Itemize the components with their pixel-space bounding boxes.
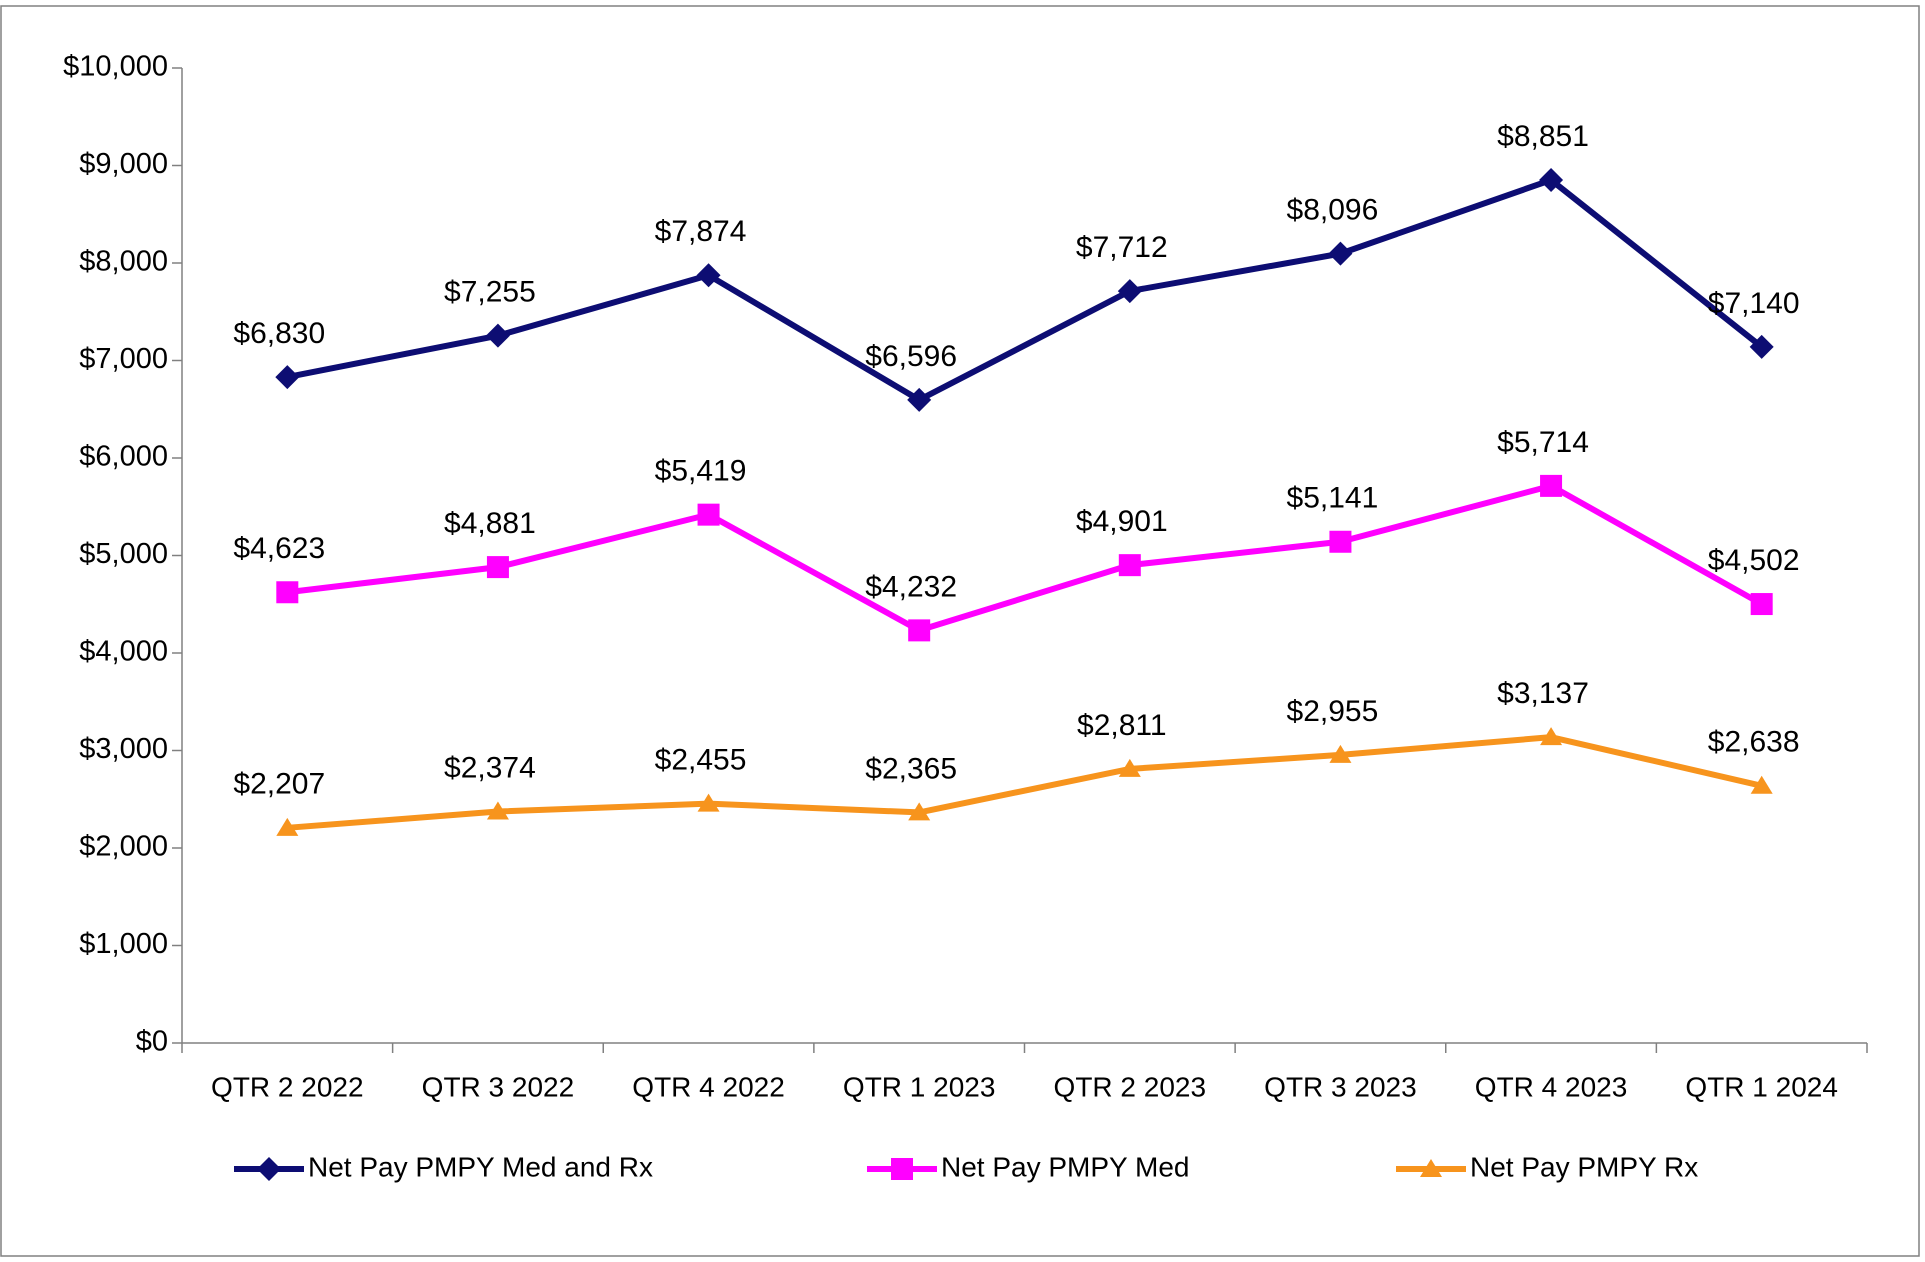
y-tick-label: $2,000 [79,831,168,863]
x-tick-label: QTR 1 2023 [843,1071,996,1102]
data-label: $2,365 [865,752,957,785]
data-label: $4,901 [1076,505,1168,538]
legend-label: Net Pay PMPY Med [941,1151,1189,1182]
chart-frame [0,5,1920,1257]
data-point [276,817,299,836]
y-tick-label: $8,000 [79,246,168,278]
data-point [1539,168,1564,193]
y-tick-label: $6,000 [79,441,168,473]
data-point [1118,554,1141,577]
x-tick-label: QTR 4 2022 [632,1071,785,1102]
y-tick-label: $1,000 [79,928,168,960]
data-label: $5,714 [1497,426,1589,459]
data-label: $2,207 [233,768,325,801]
data-point [1328,241,1353,266]
data-label: $7,712 [1076,231,1168,264]
data-label: $5,141 [1287,482,1379,515]
legend-marker [1420,1159,1442,1177]
data-label: $2,638 [1708,726,1800,759]
data-point [1749,334,1774,359]
data-label: $8,096 [1287,194,1379,227]
data-point [1750,593,1773,616]
data-point [1540,727,1563,746]
y-tick-label: $5,000 [79,538,168,570]
data-label: $4,502 [1708,544,1800,577]
legend-label: Net Pay PMPY Rx [1470,1151,1698,1182]
data-point [697,793,720,812]
data-label: $4,232 [865,570,957,603]
data-point [486,801,509,820]
x-tick-label: QTR 3 2023 [1264,1071,1417,1102]
y-tick-label: $10,000 [63,51,168,83]
data-label: $4,623 [233,532,325,565]
data-point [907,387,932,412]
data-point [1540,474,1563,497]
legend-marker [891,1158,913,1180]
data-label: $2,811 [1077,709,1167,742]
data-label: $6,596 [865,340,957,373]
data-point [1750,775,1773,794]
data-point [275,365,300,390]
y-tick-label: $4,000 [79,636,168,668]
data-point [908,619,931,642]
data-point [486,556,509,579]
data-label: $6,830 [233,317,325,350]
x-tick-label: QTR 3 2022 [422,1071,575,1102]
data-label: $4,881 [444,507,536,540]
series-line [286,482,1764,634]
y-tick-label: $7,000 [79,343,168,375]
data-label: $3,137 [1497,677,1589,710]
legend-marker [257,1157,281,1181]
data-label: $8,851 [1497,120,1589,153]
data-point [697,503,720,526]
y-tick-label: $9,000 [79,148,168,180]
data-label: $7,874 [655,215,747,248]
data-point [696,263,721,288]
data-point [1117,279,1142,304]
data-point [1118,758,1141,777]
data-point [485,323,510,348]
x-tick-label: QTR 2 2022 [211,1071,364,1102]
data-label: $7,255 [444,276,536,309]
y-tick-label: $0 [136,1026,168,1058]
data-label: $5,419 [655,455,747,488]
legend-label: Net Pay PMPY Med and Rx [308,1151,653,1182]
data-point [908,802,931,821]
data-label: $2,955 [1287,695,1379,728]
data-label: $7,140 [1708,287,1800,320]
x-tick-label: QTR 2 2023 [1054,1071,1207,1102]
series-line [287,734,1763,831]
data-point [1329,530,1352,553]
x-tick-label: QTR 1 2024 [1685,1071,1838,1102]
series-line [286,177,1764,403]
y-tick-label: $3,000 [79,733,168,765]
x-tick-label: QTR 4 2023 [1475,1071,1628,1102]
data-point [276,581,299,604]
data-point [1329,744,1352,763]
data-label: $2,455 [655,744,747,777]
data-label: $2,374 [444,751,536,784]
